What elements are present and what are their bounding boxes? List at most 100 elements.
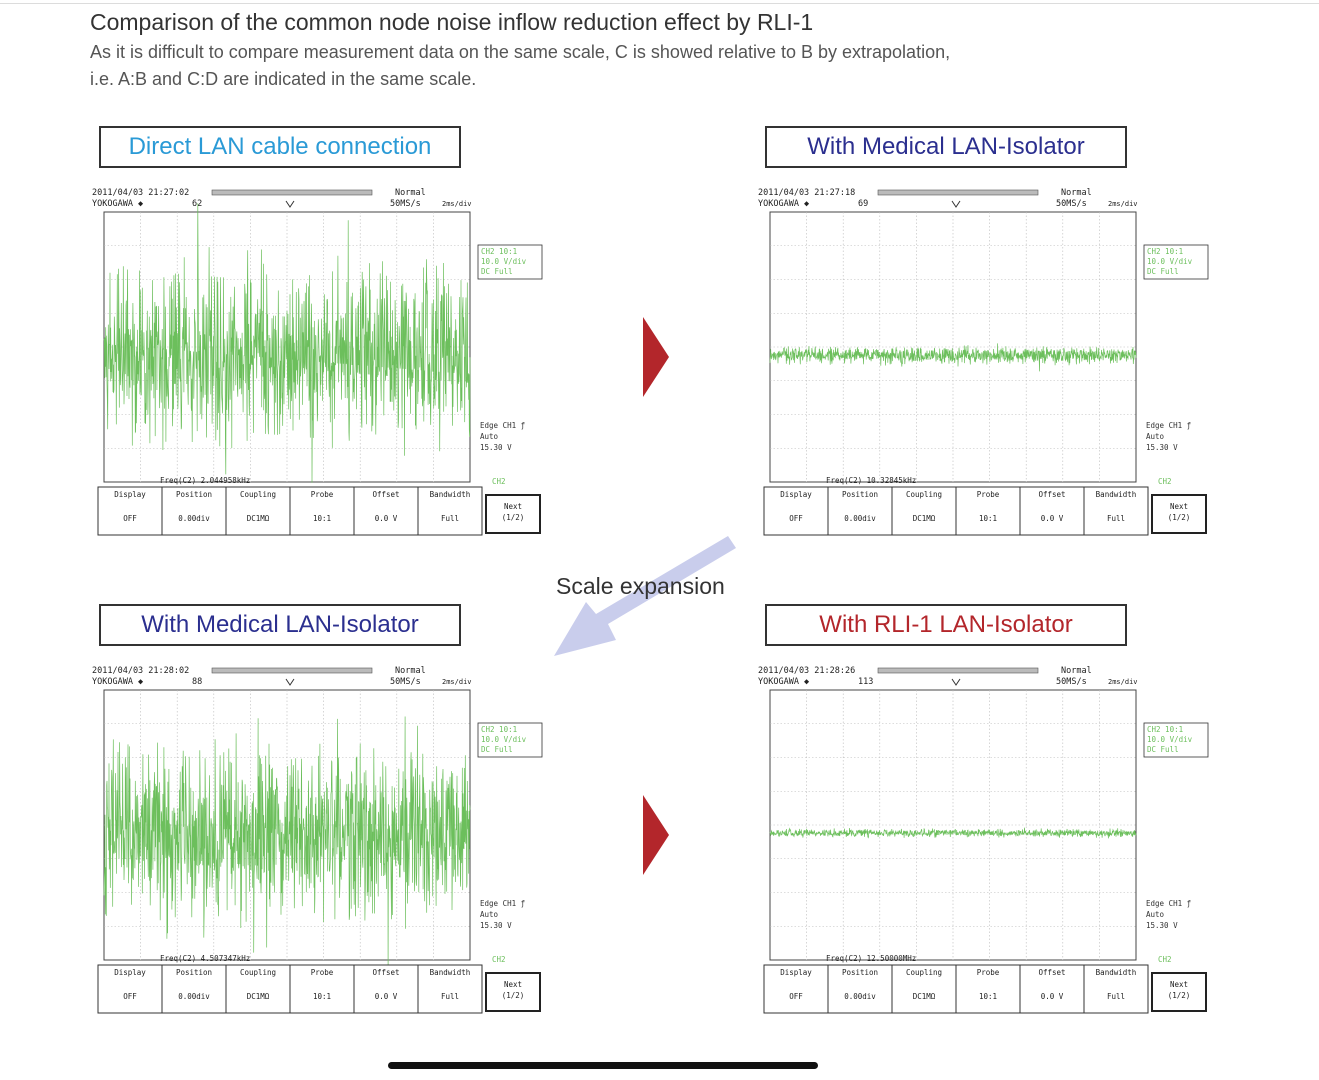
menu-cell — [891, 964, 957, 1014]
ch2-label: CH2 — [1158, 955, 1172, 964]
menu-label: Offset — [1038, 968, 1065, 977]
menu-cell — [1019, 964, 1085, 1014]
next-page-label: (1/2) — [502, 513, 525, 522]
timestamp-text: 2011/04/03 21:28:02 — [92, 666, 189, 676]
menu-cell — [225, 964, 291, 1014]
timescale-text: 2ms/div — [442, 678, 472, 686]
menu-cell — [289, 964, 355, 1014]
menu-value: 0.00div — [844, 514, 876, 523]
home-indicator[interactable] — [388, 1062, 818, 1069]
trigger-info-text: Auto — [1146, 432, 1165, 441]
menu-label: Bandwidth — [1096, 490, 1137, 499]
rate-text: 50MS/s — [390, 677, 421, 687]
channel-info-text: DC Full — [481, 267, 513, 276]
trigger-info-text: 15.30 V — [480, 921, 512, 930]
ch2-label: CH2 — [1158, 477, 1172, 486]
brand-text: YOKOGAWA ◆ — [92, 677, 144, 687]
menu-value: DC1MΩ — [247, 514, 270, 523]
channel-info-text: DC Full — [1147, 267, 1179, 276]
menu-value: OFF — [123, 514, 137, 523]
panel-header: With Medical LAN-Isolator — [765, 126, 1127, 168]
menu-value: 0.0 V — [1041, 514, 1064, 523]
menu-label: Probe — [977, 490, 1000, 499]
menu-value: Full — [1107, 992, 1125, 1001]
menu-cell — [763, 486, 829, 536]
freq-readout: Freq(C2) 2.044958kHz — [160, 476, 250, 485]
trigger-info-text: Auto — [1146, 910, 1165, 919]
menu-label: Display — [780, 490, 812, 499]
menu-label: Probe — [311, 968, 334, 977]
scale-expansion-arrow-icon — [554, 536, 736, 656]
timestamp-text: 2011/04/03 21:28:26 — [758, 666, 855, 676]
subtitle-line-2: i.e. A:B and C:D are indicated in the sa… — [90, 69, 477, 89]
rate-text: 50MS/s — [390, 199, 421, 209]
menu-label: Probe — [311, 490, 334, 499]
menu-value: 0.00div — [844, 992, 876, 1001]
menu-cell — [225, 486, 291, 536]
channel-info-text: 10.0 V/div — [1147, 257, 1193, 266]
menu-label: Display — [114, 968, 146, 977]
count-text: 88 — [192, 677, 202, 687]
channel-info-box — [477, 244, 543, 280]
menu-value: Full — [441, 992, 459, 1001]
next-button — [1151, 494, 1207, 534]
menu-cell — [417, 486, 483, 536]
channel-info-text: 10.0 V/div — [1147, 735, 1193, 744]
channel-info-text: CH2 10:1 — [1147, 725, 1183, 734]
menu-label: Position — [176, 490, 212, 499]
menu-label: Display — [114, 490, 146, 499]
next-label: Next — [504, 980, 522, 989]
menu-cell — [763, 964, 829, 1014]
next-label: Next — [1170, 980, 1188, 989]
panel-header: With RLI-1 LAN-Isolator — [765, 604, 1127, 646]
channel-info-box — [1143, 244, 1209, 280]
menu-cell — [955, 964, 1021, 1014]
menu-cell — [289, 486, 355, 536]
trigger-marker-icon — [951, 200, 961, 208]
trigger-info-text: Auto — [480, 432, 499, 441]
next-page-label: (1/2) — [1168, 991, 1191, 1000]
channel-info-text: 10.0 V/div — [481, 735, 527, 744]
menu-value: OFF — [123, 992, 137, 1001]
menu-value: DC1MΩ — [913, 514, 936, 523]
next-button — [485, 972, 541, 1012]
panel-rli1-isolator: With RLI-1 LAN-Isolator 2011/04/03 21:28… — [756, 604, 1216, 1049]
count-text: 62 — [192, 199, 202, 209]
menu-value: 10:1 — [313, 992, 331, 1001]
trigger-info-text: 15.30 V — [1146, 921, 1178, 930]
menu-cell — [1019, 486, 1085, 536]
panel-header: Direct LAN cable connection — [99, 126, 461, 168]
trigger-info-text: Edge CH1 ƒ — [480, 421, 525, 430]
next-page-label: (1/2) — [1168, 513, 1191, 522]
scale-expansion-label: Scale expansion — [556, 573, 725, 599]
mode-text: Normal — [1061, 188, 1092, 198]
page-title: Comparison of the common node noise infl… — [90, 9, 814, 35]
count-text: 113 — [858, 677, 873, 687]
timestamp-text: 2011/04/03 21:27:02 — [92, 188, 189, 198]
subtitle-line-1: As it is difficult to compare measuremen… — [90, 42, 951, 62]
menu-value: 10:1 — [979, 992, 997, 1001]
noise-waveform — [103, 203, 471, 483]
menu-label: Offset — [1038, 490, 1065, 499]
arrow-right-icon — [643, 795, 669, 875]
mode-text: Normal — [395, 666, 426, 676]
menu-cell — [827, 486, 893, 536]
timescale-text: 2ms/div — [442, 200, 472, 208]
timescale-text: 2ms/div — [1108, 678, 1138, 686]
channel-info-text: CH2 10:1 — [481, 725, 517, 734]
ch2-label: CH2 — [492, 477, 506, 486]
rate-text: 50MS/s — [1056, 199, 1087, 209]
top-divider — [0, 3, 1319, 4]
menu-value: OFF — [789, 514, 803, 523]
menu-cell — [1083, 964, 1149, 1014]
noise-waveform — [769, 827, 1137, 839]
ch2-label: CH2 — [492, 955, 506, 964]
panel-direct-lan: Direct LAN cable connection 2011/04/03 2… — [90, 126, 550, 571]
record-bar — [211, 189, 373, 196]
menu-label: Position — [842, 490, 878, 499]
menu-value: 0.00div — [178, 992, 210, 1001]
menu-value: Full — [1107, 514, 1125, 523]
